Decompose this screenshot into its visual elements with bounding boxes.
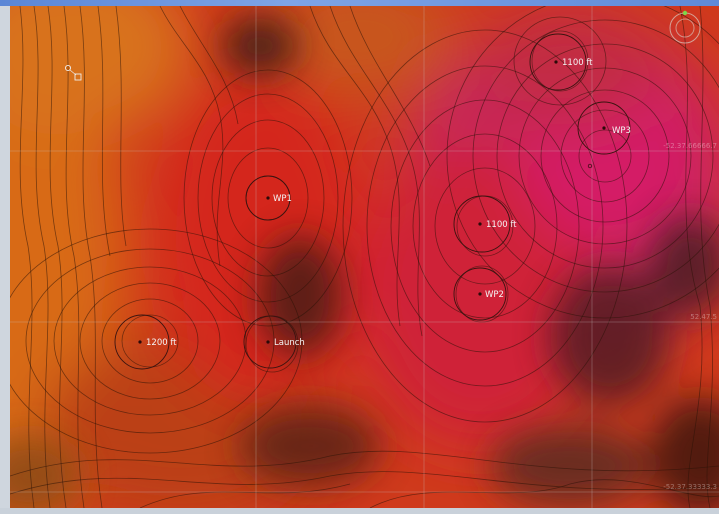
waypoint-wp3[interactable]: WP3 bbox=[577, 101, 631, 169]
waypoint-launch[interactable]: Launch bbox=[243, 315, 305, 369]
grid-label-right-upper: -52.37.66666.7 bbox=[663, 142, 717, 150]
map-grid bbox=[10, 6, 719, 508]
home-marker-icon[interactable] bbox=[64, 64, 82, 81]
altitude-marker-2[interactable]: 1100 ft bbox=[453, 195, 517, 253]
waypoint-wp3-label: WP3 bbox=[612, 126, 631, 136]
contour-lines bbox=[10, 6, 719, 508]
grid-label-right-middle: 52.47.5 bbox=[690, 313, 717, 321]
terrain-shading bbox=[10, 6, 719, 508]
waypoint-wp1-label: WP1 bbox=[273, 194, 292, 204]
altitude-marker-3[interactable]: 1200 ft bbox=[114, 314, 177, 370]
waypoint-wp2-label: WP2 bbox=[485, 290, 504, 300]
compass-icon[interactable] bbox=[669, 10, 701, 44]
waypoint-wp1[interactable]: WP1 bbox=[245, 175, 292, 221]
window-top-bar bbox=[0, 0, 719, 6]
grid-label-right-lower: -52.37.33333.3 bbox=[663, 483, 717, 491]
window-bottom-bar bbox=[0, 508, 719, 514]
altitude-marker-1[interactable]: 1100 ft bbox=[529, 33, 593, 91]
altitude-marker-3-label: 1200 ft bbox=[146, 338, 177, 348]
waypoint-launch-label: Launch bbox=[274, 338, 305, 348]
altitude-marker-1-label: 1100 ft bbox=[562, 58, 593, 68]
altitude-marker-2-label: 1100 ft bbox=[486, 220, 517, 230]
waypoint-wp2[interactable]: WP2 bbox=[453, 267, 507, 321]
map-canvas[interactable]: -52.37.66666.7 52.47.5 -52.37.33333.3 WP… bbox=[10, 6, 719, 508]
terrain-map[interactable]: -52.37.66666.7 52.47.5 -52.37.33333.3 WP… bbox=[10, 6, 719, 508]
